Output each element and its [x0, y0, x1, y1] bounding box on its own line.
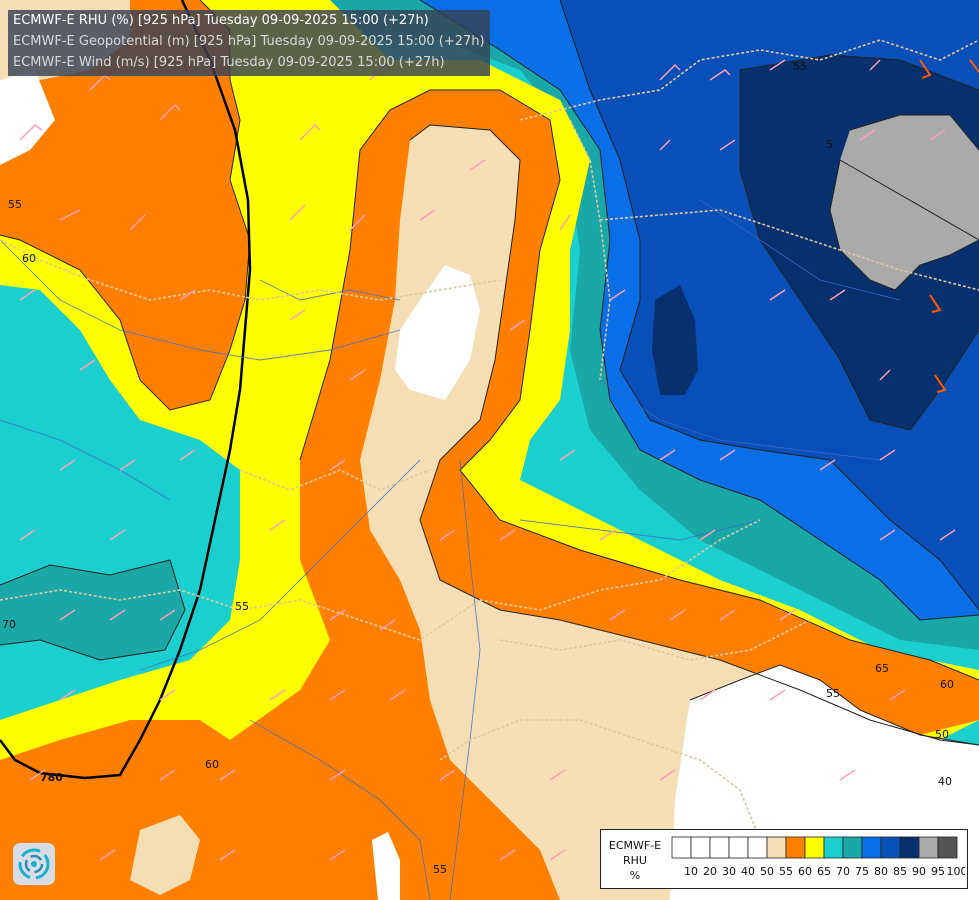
legend-swatch	[842, 836, 863, 859]
rhu-band-55-patch	[130, 815, 200, 895]
legend-model: ECMWF-E	[608, 839, 662, 852]
contour-label: 5	[826, 138, 833, 151]
legend-swatch	[918, 836, 939, 859]
contour-label: 55	[826, 687, 840, 700]
contour-label: 55	[793, 60, 807, 73]
legend-tick-label: 30	[722, 865, 736, 878]
legend-tick-label: 65	[817, 865, 831, 878]
legend-tick-label: 70	[836, 865, 850, 878]
legend-swatch	[899, 836, 920, 859]
legend-tick-label: 75	[855, 865, 869, 878]
legend-tick-label: 20	[703, 865, 717, 878]
legend-tick-label: 50	[760, 865, 774, 878]
contour-label: 55	[235, 600, 249, 613]
contour-label: 780	[40, 771, 63, 784]
legend-swatch	[880, 836, 901, 859]
legend-variable: RHU	[623, 854, 647, 867]
contour-label: 60	[205, 758, 219, 771]
borders	[0, 39, 979, 841]
legend-swatch	[823, 836, 844, 859]
legend-title: ECMWF-E RHU %	[601, 838, 669, 883]
legend-tick-label: 60	[798, 865, 812, 878]
legend-swatch	[747, 836, 768, 859]
map-title-rhu: ECMWF-E RHU (%) [925 hPa] Tuesday 09-09-…	[13, 13, 429, 28]
rhu-legend: ECMWF-E RHU % 10 20 30 40 50 55 60 65 70 75 80 85 90…	[600, 829, 968, 889]
contour-label: 40	[938, 775, 952, 788]
contour-label: 50	[935, 728, 949, 741]
contour-label: 70	[2, 618, 16, 631]
title-box: ECMWF-E RHU (%) [925 hPa] Tuesday 09-09-…	[8, 10, 490, 76]
legend-tick-label: 10	[684, 865, 698, 878]
legend-tick-label: 85	[893, 865, 907, 878]
legend-tick-label: 95	[931, 865, 945, 878]
rhu-contours	[0, 0, 979, 746]
legend-tick-label: 40	[741, 865, 755, 878]
legend-tick-label: 90	[912, 865, 926, 878]
contour-label: 55	[8, 198, 22, 211]
legend-tick-label: 80	[874, 865, 888, 878]
contour-label: 65	[875, 662, 889, 675]
rhu-band-60-southwest	[0, 720, 340, 900]
legend-tick-label: 55	[779, 865, 793, 878]
contour-label: 60	[940, 678, 954, 691]
legend-swatch	[671, 836, 692, 859]
contour-labels: 55 60 55 65 60 55 50 40 55 60 70 55 780 …	[2, 60, 954, 876]
geopotential-contour-780	[0, 0, 252, 780]
legend-swatch	[785, 836, 806, 859]
rhu-band-50-south	[372, 832, 400, 900]
legend-unit: %	[629, 869, 641, 882]
rhu-band-75-west	[0, 560, 185, 660]
legend-swatch	[709, 836, 730, 859]
legend-tick-label: 100	[947, 865, 966, 878]
legend-swatch	[766, 836, 787, 859]
legend-swatch	[937, 836, 958, 859]
legend-swatch	[728, 836, 749, 859]
wind-barbs	[19, 59, 956, 861]
legend-swatch	[804, 836, 825, 859]
ecmwf-logo-icon	[13, 843, 55, 885]
rhu-band-90-small	[652, 285, 698, 395]
rhu-band-50	[395, 265, 480, 400]
rhu-band-60	[0, 0, 250, 410]
wind-barbs-strong	[919, 59, 979, 393]
rivers	[0, 199, 901, 900]
contour-label: 55	[433, 863, 447, 876]
contour-label: 60	[22, 252, 36, 265]
rhu-band-50-northwest	[0, 70, 55, 165]
rhu-band-95	[830, 115, 979, 290]
map-title-geopotential: ECMWF-E Geopotential (m) [925 hPa] Tuesd…	[13, 34, 485, 49]
legend-swatch	[861, 836, 882, 859]
map-title-wind: ECMWF-E Wind (m/s) [925 hPa] Tuesday 09-…	[13, 55, 445, 70]
legend-colorbar: 10 20 30 40 50 55 60 65 70 75 80 85 90 95 100	[671, 836, 966, 878]
legend-swatch	[690, 836, 711, 859]
